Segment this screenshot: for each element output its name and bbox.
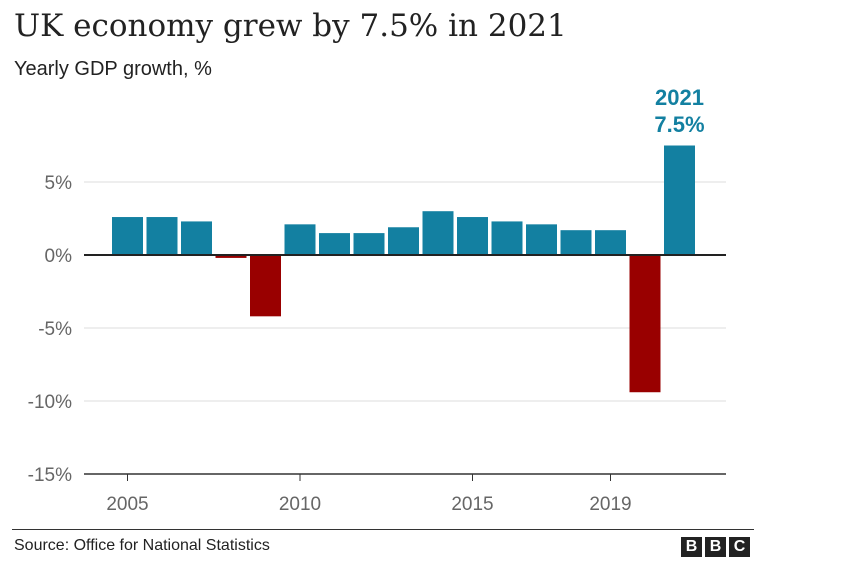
bar xyxy=(422,211,454,255)
bar xyxy=(284,224,316,255)
bar xyxy=(146,217,178,255)
footer-divider xyxy=(12,529,754,530)
bar xyxy=(491,221,523,255)
bar xyxy=(388,227,419,255)
bbc-logo-letter: B xyxy=(705,537,726,557)
y-tick-label: -10% xyxy=(28,392,72,413)
bbc-logo: B B C xyxy=(681,537,750,557)
y-tick-label: -5% xyxy=(38,319,72,340)
bar xyxy=(457,217,488,255)
bar xyxy=(526,224,557,255)
bar xyxy=(250,255,281,317)
bar xyxy=(560,230,592,255)
chart-title: UK economy grew by 7.5% in 2021 xyxy=(14,8,567,44)
x-tick-label: 2005 xyxy=(106,494,148,515)
bar xyxy=(215,255,247,258)
source-note: Source: Office for National Statistics xyxy=(14,537,270,554)
x-tick-label: 2019 xyxy=(589,494,631,515)
data-label: 2021 xyxy=(655,85,704,110)
bar xyxy=(595,230,626,255)
bar xyxy=(319,233,350,255)
y-tick-label: -15% xyxy=(28,465,72,486)
bbc-logo-letter: C xyxy=(729,537,750,557)
bar xyxy=(629,255,661,393)
bbc-logo-letter: B xyxy=(681,537,702,557)
y-tick-label: 5% xyxy=(45,173,73,194)
bar xyxy=(181,221,212,255)
bar xyxy=(353,233,385,255)
data-label: 7.5% xyxy=(654,112,704,137)
x-tick-label: 2015 xyxy=(451,494,493,515)
x-tick-label: 2010 xyxy=(279,494,321,515)
chart-subtitle: Yearly GDP growth, % xyxy=(14,58,212,80)
bar xyxy=(664,145,695,255)
bar xyxy=(112,217,143,255)
y-tick-label: 0% xyxy=(45,246,73,267)
